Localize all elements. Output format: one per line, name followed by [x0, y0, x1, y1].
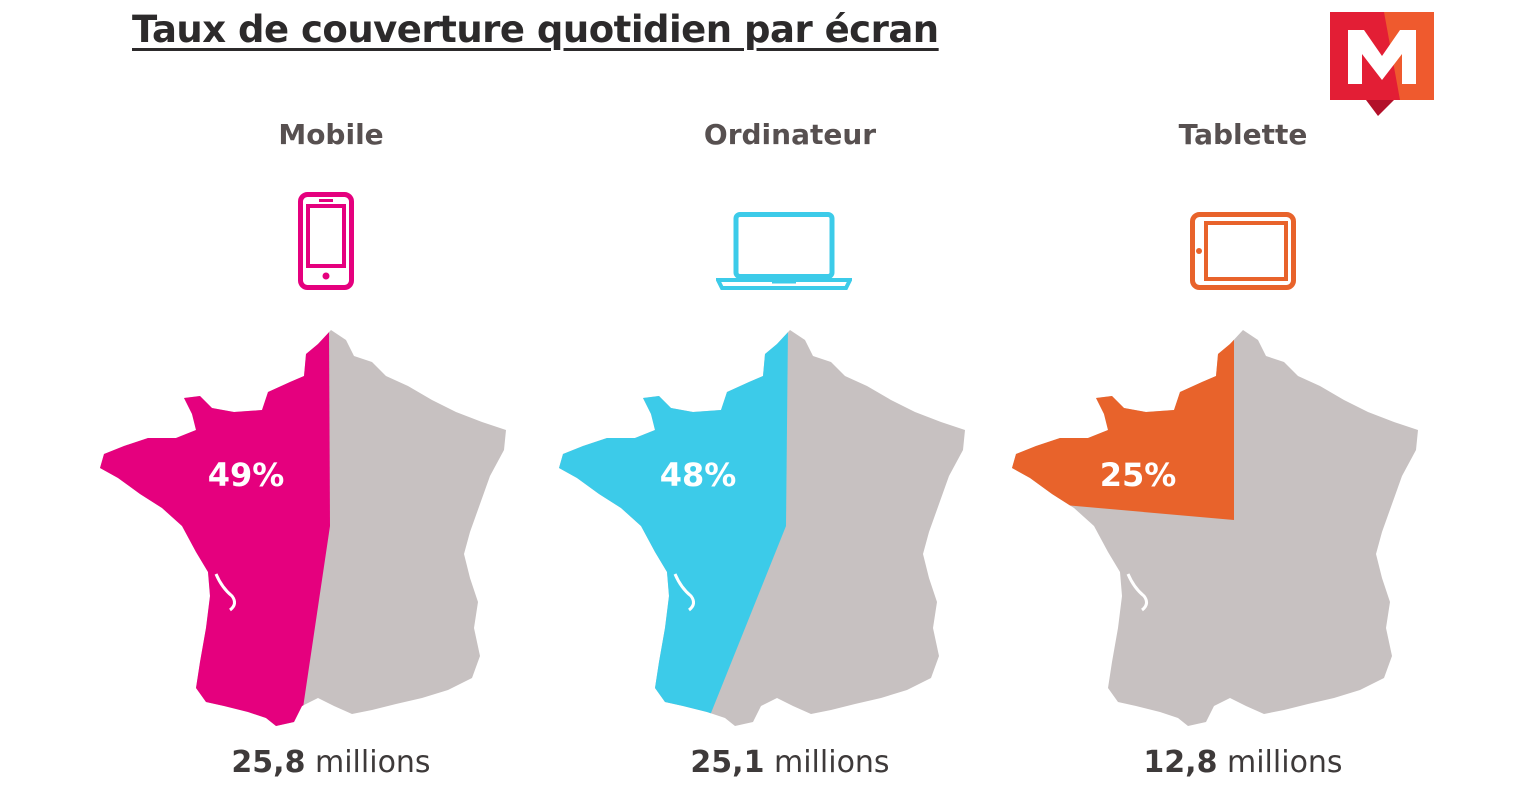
map-fill-tablette: [1012, 330, 1234, 520]
value-label-mobile: 49%: [208, 456, 285, 494]
tablet-icon: [1190, 212, 1296, 290]
audience-number-mobile: 25,8: [231, 745, 306, 780]
audience-unit-mobile: millions: [315, 745, 431, 780]
panel-title-mobile: Mobile: [278, 118, 384, 151]
panel-ordinateur: Ordinateur 48% 25,1 millions: [555, 0, 1025, 810]
map-fill-ordinateur: [559, 330, 788, 726]
river-estuary: [1126, 573, 1149, 612]
audience-count-ordinateur: 25,1 millions: [555, 745, 1025, 780]
map-fill-mobile: [100, 330, 330, 726]
audience-unit-tablette: millions: [1227, 745, 1343, 780]
smartphone-icon: [298, 192, 354, 290]
page-title: Taux de couverture quotidien par écran: [132, 8, 939, 51]
laptop-icon: [716, 212, 852, 290]
river-estuary: [673, 573, 696, 612]
river-estuary: [214, 573, 237, 612]
audience-count-tablette: 12,8 millions: [1008, 745, 1478, 780]
panel-tablette: Tablette 25% 12,8 millions: [1008, 0, 1478, 810]
map-ordinateur: 48%: [559, 330, 965, 726]
panel-title-tablette: Tablette: [1178, 118, 1308, 151]
value-label-tablette: 25%: [1100, 456, 1177, 494]
panel-mobile: Mobile 49% 25,8 millions: [96, 0, 566, 810]
audience-number-tablette: 12,8: [1143, 745, 1218, 780]
map-tablette: 25%: [1012, 330, 1418, 726]
panel-title-ordinateur: Ordinateur: [703, 118, 877, 151]
brand-logo-icon: [1330, 12, 1434, 116]
map-mobile: 49%: [100, 330, 506, 726]
audience-unit-ordinateur: millions: [774, 745, 890, 780]
value-label-ordinateur: 48%: [660, 456, 737, 494]
audience-count-mobile: 25,8 millions: [96, 745, 566, 780]
audience-number-ordinateur: 25,1: [690, 745, 765, 780]
